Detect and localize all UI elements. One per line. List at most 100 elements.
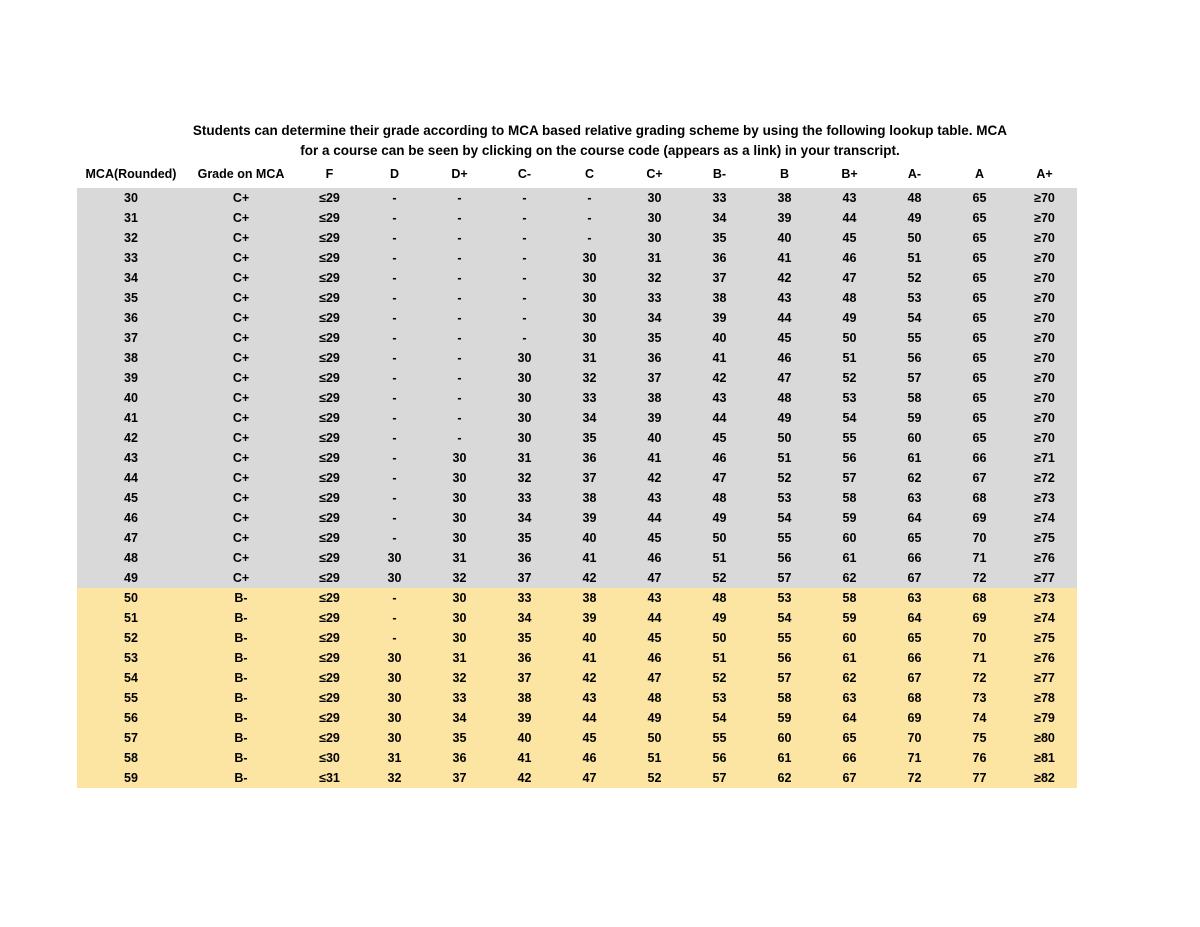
table-row: 30 C+ ≤29- - - -30 33 38 43 48 65 ≥70 <box>77 188 1077 208</box>
cutoff-cell: 49 <box>817 308 882 328</box>
cutoff-cell: - <box>427 208 492 228</box>
cutoff-cell: 63 <box>882 488 947 508</box>
cutoff-cell: 30 <box>362 728 427 748</box>
cutoff-cell: ≤29 <box>297 208 362 228</box>
cutoff-cell: 58 <box>817 588 882 608</box>
cutoff-cell: 61 <box>817 548 882 568</box>
cutoff-cell: 44 <box>752 308 817 328</box>
cutoff-cell: ≤29 <box>297 408 362 428</box>
grade-cell: C+ <box>185 308 297 328</box>
cutoff-cell: 30 <box>362 568 427 588</box>
table-row: 38 C+ ≤29- -30 31 36 41 46 51 56 65 ≥70 <box>77 348 1077 368</box>
table-row: 54 B- ≤29 30 32 37 42 47 52 57 62 67 72 ≥77 <box>77 668 1077 688</box>
cutoff-cell: 50 <box>687 528 752 548</box>
cutoff-cell: 49 <box>752 408 817 428</box>
mca-cell: 43 <box>77 448 185 468</box>
cutoff-cell: 65 <box>947 208 1012 228</box>
cutoff-cell: 34 <box>427 708 492 728</box>
cutoff-cell: 60 <box>752 728 817 748</box>
cutoff-cell: 51 <box>622 748 687 768</box>
cutoff-cell: 33 <box>622 288 687 308</box>
cutoff-cell: ≤29 <box>297 188 362 208</box>
cutoff-cell: 30 <box>622 228 687 248</box>
cutoff-cell: 36 <box>622 348 687 368</box>
cutoff-cell: ≤29 <box>297 708 362 728</box>
table-body: 30 C+ ≤29- - - -30 33 38 43 48 65 ≥70 31 C+ ≤29- - - -30 3… <box>77 188 1077 788</box>
cutoff-cell: ≥70 <box>1012 348 1077 368</box>
cutoff-cell: 44 <box>622 608 687 628</box>
cutoff-cell: 34 <box>492 508 557 528</box>
cutoff-cell: 31 <box>427 548 492 568</box>
table-row: 32 C+ ≤29- - - -30 35 40 45 50 65 ≥70 <box>77 228 1077 248</box>
cutoff-cell: 43 <box>687 388 752 408</box>
cutoff-cell: 31 <box>622 248 687 268</box>
cutoff-cell: 65 <box>947 348 1012 368</box>
cutoff-cell: 35 <box>687 228 752 248</box>
cutoff-cell: 46 <box>752 348 817 368</box>
cutoff-cell: 30 <box>427 588 492 608</box>
cutoff-cell: - <box>557 228 622 248</box>
cutoff-cell: 57 <box>817 468 882 488</box>
cutoff-cell: 61 <box>752 748 817 768</box>
cutoff-cell: 36 <box>492 648 557 668</box>
cutoff-cell: 30 <box>427 468 492 488</box>
cutoff-cell: 34 <box>557 408 622 428</box>
mca-cell: 56 <box>77 708 185 728</box>
cutoff-cell: - <box>362 288 427 308</box>
mca-cell: 48 <box>77 548 185 568</box>
cutoff-cell: 61 <box>817 648 882 668</box>
cutoff-cell: 62 <box>882 468 947 488</box>
cutoff-cell: 35 <box>622 328 687 348</box>
cutoff-cell: ≥70 <box>1012 288 1077 308</box>
cutoff-cell: 30 <box>427 608 492 628</box>
mca-cell: 32 <box>77 228 185 248</box>
column-header: D <box>362 160 427 188</box>
cutoff-cell: 50 <box>882 228 947 248</box>
table-row: 40 C+ ≤29- -30 33 38 43 48 53 58 65 ≥70 <box>77 388 1077 408</box>
cutoff-cell: 65 <box>947 328 1012 348</box>
cutoff-cell: 76 <box>947 748 1012 768</box>
cutoff-cell: 33 <box>492 588 557 608</box>
cutoff-cell: 35 <box>427 728 492 748</box>
cutoff-cell: 43 <box>622 588 687 608</box>
cutoff-cell: 64 <box>817 708 882 728</box>
cutoff-cell: - <box>492 248 557 268</box>
cutoff-cell: ≥78 <box>1012 688 1077 708</box>
cutoff-cell: 46 <box>817 248 882 268</box>
cutoff-cell: 38 <box>557 488 622 508</box>
cutoff-cell: 50 <box>752 428 817 448</box>
grade-cell: B- <box>185 728 297 748</box>
cutoff-cell: 72 <box>882 768 947 788</box>
cutoff-cell: - <box>362 208 427 228</box>
grade-lookup-table: MCA(Rounded) Grade on MCA F D D+ C- C C+ B- B B+ A-… <box>77 160 1077 788</box>
cutoff-cell: 42 <box>557 568 622 588</box>
cutoff-cell: 59 <box>752 708 817 728</box>
grade-cell: C+ <box>185 368 297 388</box>
cutoff-cell: 43 <box>622 488 687 508</box>
cutoff-cell: - <box>362 188 427 208</box>
cutoff-cell: 41 <box>557 548 622 568</box>
mca-cell: 47 <box>77 528 185 548</box>
cutoff-cell: - <box>427 368 492 388</box>
column-header: F <box>297 160 362 188</box>
cutoff-cell: 67 <box>882 568 947 588</box>
cutoff-cell: ≥75 <box>1012 528 1077 548</box>
cutoff-cell: 57 <box>752 568 817 588</box>
cutoff-cell: - <box>427 388 492 408</box>
cutoff-cell: 30 <box>362 708 427 728</box>
table-row: 47 C+ ≤29-30 35 40 45 50 55 60 65 70 ≥75 <box>77 528 1077 548</box>
cutoff-cell: 57 <box>687 768 752 788</box>
mca-cell: 50 <box>77 588 185 608</box>
cutoff-cell: - <box>362 468 427 488</box>
cutoff-cell: - <box>362 268 427 288</box>
cutoff-cell: 46 <box>687 448 752 468</box>
cutoff-cell: 35 <box>557 428 622 448</box>
table-row: 58 B- ≤30 31 36 41 46 51 56 61 66 71 76 ≥81 <box>77 748 1077 768</box>
table-row: 46 C+ ≤29-30 34 39 44 49 54 59 64 69 ≥74 <box>77 508 1077 528</box>
grade-cell: C+ <box>185 268 297 288</box>
cutoff-cell: 33 <box>492 488 557 508</box>
cutoff-cell: ≥75 <box>1012 628 1077 648</box>
mca-cell: 53 <box>77 648 185 668</box>
cutoff-cell: 45 <box>817 228 882 248</box>
cutoff-cell: ≤29 <box>297 308 362 328</box>
